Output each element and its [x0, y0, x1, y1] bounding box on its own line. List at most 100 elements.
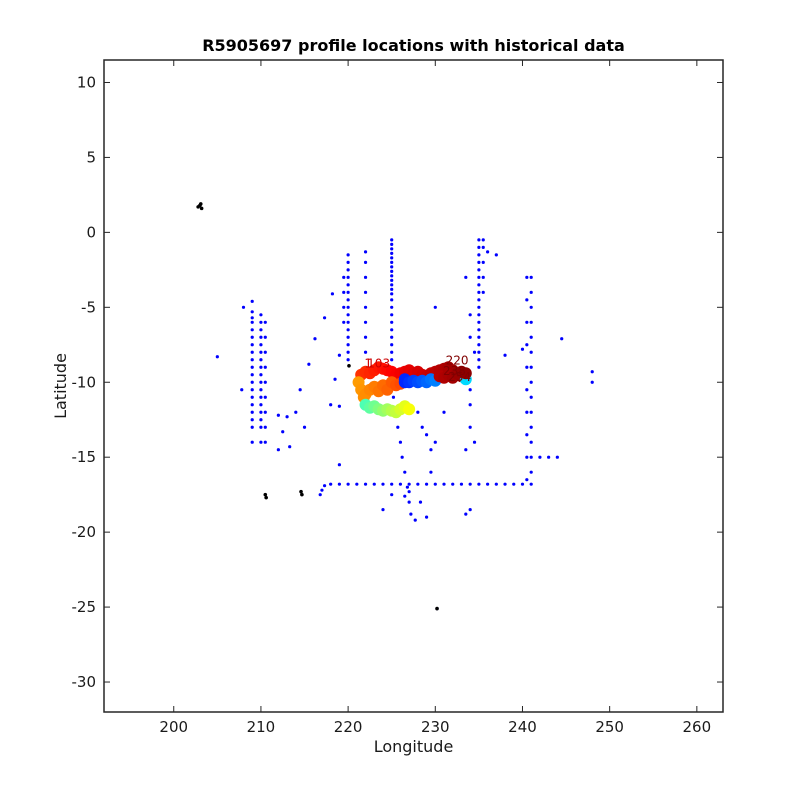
historical-point	[322, 316, 327, 320]
historical-point	[477, 482, 481, 486]
x-tick-label: 250	[595, 718, 624, 736]
historical-point	[477, 268, 481, 272]
historical-point	[529, 335, 533, 339]
historical-point	[346, 253, 350, 257]
historical-point	[459, 482, 464, 486]
y-tick-label: -15	[72, 448, 97, 466]
historical-point	[464, 512, 468, 516]
historical-point	[477, 365, 481, 369]
historical-point	[381, 508, 385, 512]
historical-point	[346, 305, 350, 309]
historical-point	[477, 253, 481, 257]
historical-point	[390, 358, 394, 362]
historical-point	[477, 305, 481, 309]
historical-point	[494, 253, 498, 257]
historical-point	[363, 335, 368, 339]
historical-point	[433, 305, 437, 309]
historical-point	[529, 455, 533, 459]
historical-point	[486, 250, 490, 254]
historical-point	[525, 455, 529, 459]
historical-point	[390, 256, 394, 260]
historical-point	[529, 440, 533, 444]
historical-point	[477, 320, 481, 324]
historical-point	[259, 358, 263, 362]
historical-point	[405, 485, 409, 489]
historical-point	[259, 328, 263, 332]
historical-point	[529, 380, 533, 384]
historical-point	[259, 380, 263, 384]
historical-point	[390, 313, 394, 317]
historical-point	[390, 482, 394, 486]
historical-point	[390, 298, 394, 302]
historical-point	[390, 292, 394, 296]
historical-point	[538, 455, 542, 459]
historical-point	[525, 343, 529, 347]
historical-point	[413, 518, 417, 522]
island-point	[435, 606, 439, 611]
historical-point	[424, 482, 429, 486]
chart-title: R5905697 profile locations with historic…	[202, 36, 625, 55]
y-tick-label: -20	[72, 523, 97, 541]
historical-point	[529, 290, 533, 294]
historical-point	[250, 410, 254, 414]
historical-point	[250, 343, 254, 347]
historical-point	[322, 484, 327, 488]
historical-point	[250, 299, 254, 303]
historical-point	[263, 440, 267, 444]
historical-point	[259, 350, 263, 354]
historical-point	[250, 373, 254, 377]
historical-point	[468, 403, 472, 407]
island-point	[263, 492, 268, 497]
profile-location-point	[403, 403, 416, 416]
historical-point	[346, 358, 350, 362]
historical-point	[525, 433, 529, 437]
historical-point	[250, 380, 254, 384]
historical-point	[390, 328, 394, 332]
historical-point	[390, 247, 394, 251]
historical-point	[477, 283, 481, 287]
historical-point	[390, 251, 394, 255]
historical-point	[337, 353, 341, 357]
historical-point	[285, 415, 289, 419]
island-point	[196, 205, 200, 209]
axis-ticks: 200 210 220 230 240 250 260 10 5 0 -5 -10 -15 -20 -25 -…	[72, 60, 723, 736]
historical-point	[390, 274, 394, 278]
historical-point	[259, 388, 263, 392]
historical-point	[529, 365, 533, 369]
historical-point	[481, 245, 485, 249]
historical-point	[529, 410, 533, 414]
historical-point	[390, 260, 394, 264]
historical-point	[390, 335, 394, 339]
x-tick-label: 240	[508, 718, 537, 736]
historical-point	[477, 350, 481, 354]
historical-point	[346, 275, 350, 279]
historical-point	[276, 448, 280, 452]
historical-point	[481, 260, 485, 264]
historical-point	[215, 355, 219, 359]
historical-point	[281, 430, 285, 434]
historical-point	[398, 482, 403, 486]
historical-point	[263, 380, 267, 384]
historical-point	[363, 320, 368, 324]
historical-point	[263, 350, 267, 354]
historical-point	[390, 493, 394, 497]
x-tick-label: 230	[421, 718, 450, 736]
island-point	[300, 492, 304, 497]
historical-point	[250, 316, 254, 320]
historical-point	[420, 425, 424, 429]
historical-point	[342, 275, 346, 279]
historical-point	[346, 283, 350, 287]
historical-point	[302, 425, 307, 429]
historical-point	[390, 287, 394, 291]
historical-point	[590, 380, 594, 384]
historical-point	[477, 260, 481, 264]
historical-point	[337, 482, 341, 486]
historical-point	[363, 482, 368, 486]
historical-point	[486, 482, 490, 486]
historical-point	[346, 298, 350, 302]
historical-point	[525, 365, 529, 369]
historical-point	[525, 320, 529, 324]
historical-point	[520, 347, 525, 351]
